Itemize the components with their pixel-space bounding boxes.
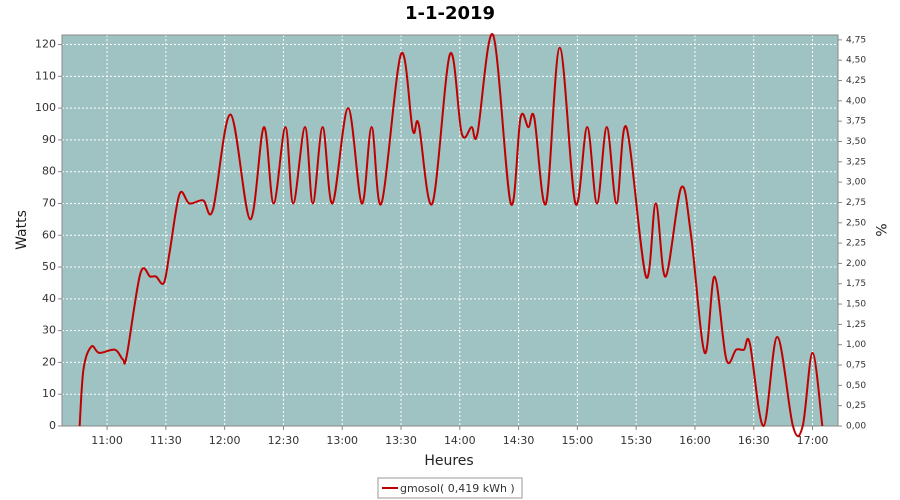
y-tick-label: 80 [42,165,56,178]
chart-title: 1-1-2019 [405,3,495,24]
x-tick-label: 11:00 [91,434,123,447]
y2-tick-label: 4,00 [846,96,866,106]
y-tick-label: 50 [42,260,56,273]
y-tick-label: 70 [42,196,56,209]
y2-tick-label: 2,00 [846,259,866,269]
y2-tick-label: 3,00 [846,178,866,188]
y2-tick-label: 0,75 [846,361,866,371]
y2-tick-label: 2,25 [846,239,866,249]
x-tick-label: 12:00 [209,434,241,447]
x-tick-label: 14:00 [444,434,476,447]
plot-area [62,35,838,426]
x-tick-label: 11:30 [150,434,182,447]
y2-axis-label: % [872,223,888,236]
x-tick-label: 12:30 [268,434,300,447]
y-tick-label: 110 [35,69,56,82]
x-axis-label: Heures [424,453,473,469]
y-tick-label: 90 [42,133,56,146]
x-tick-label: 15:30 [620,434,652,447]
x-tick-label: 17:00 [797,434,829,447]
y2-tick-label: 2,75 [846,198,866,208]
x-tick-label: 16:30 [738,434,770,447]
y2-tick-label: 3,25 [846,157,866,167]
y2-tick-label: 4,75 [846,35,866,45]
legend-label: gmosol( 0,419 kWh ) [400,482,515,495]
y2-tick-label: 0,00 [846,422,866,432]
y-tick-label: 40 [42,292,56,305]
y2-tick-label: 3,50 [846,137,866,147]
y-tick-label: 120 [35,38,56,51]
y2-tick-label: 1,00 [846,340,866,350]
y2-tick-label: 1,75 [846,279,866,289]
y2-tick-label: 0,50 [846,381,866,391]
x-tick-label: 13:00 [326,434,358,447]
y2-tick-label: 2,50 [846,218,866,228]
y-tick-label: 30 [42,324,56,337]
y2-tick-label: 3,75 [846,117,866,127]
y-tick-label: 0 [49,419,56,432]
y-tick-label: 60 [42,228,56,241]
y2-tick-label: 1,50 [846,300,866,310]
plot-border [61,34,839,427]
legend-box [377,477,523,499]
y2-tick-label: 1,25 [846,320,866,330]
y-tick-label: 20 [42,355,56,368]
x-tick-label: 15:00 [562,434,594,447]
y2-tick-label: 4,25 [846,76,866,86]
line-series [78,33,824,438]
y2-tick-label: 0,25 [846,401,866,411]
x-tick-label: 14:30 [503,434,535,447]
y-tick-label: 100 [35,101,56,114]
y-tick-label: 10 [42,387,56,400]
x-tick-label: 13:30 [385,434,417,447]
x-tick-label: 16:00 [679,434,711,447]
y2-tick-label: 4,50 [846,56,866,66]
y-axis-label: Watts [14,210,30,250]
